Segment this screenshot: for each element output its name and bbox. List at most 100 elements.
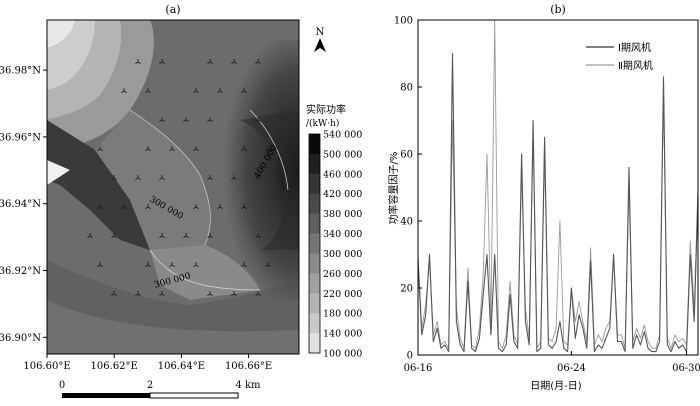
line-y-tick-label: 100: [394, 16, 413, 27]
turbine-icon: [255, 59, 261, 64]
colorbar-label: 180 000: [323, 309, 362, 320]
line-y-tick-label: 60: [400, 150, 413, 161]
colorbar-band: [309, 213, 320, 235]
turbine-icon: [241, 204, 247, 209]
turbine-icon: [111, 233, 117, 238]
colorbar-label: 500 000: [323, 149, 362, 160]
turbine-icon: [231, 59, 237, 64]
turbine-icon: [121, 204, 127, 209]
line-x-tick-label: 06-30: [672, 363, 700, 374]
turbine-icon: [159, 117, 165, 122]
colorbar: 540 000 500 000 460 000 420 000 380 000 340 0…: [308, 130, 362, 360]
line-y-tick-label: 80: [400, 83, 413, 94]
scale-tick-4km: 4 km: [235, 380, 261, 391]
plot-frame: [417, 19, 699, 356]
colorbar-label: 420 000: [323, 189, 362, 200]
north-label: N: [316, 27, 325, 38]
turbine-icon: [217, 204, 223, 209]
turbine-icon: [121, 88, 127, 93]
map-x-tick-label: 106.62°E: [91, 361, 138, 372]
colorbar-title-line2: /(kW·h): [306, 118, 339, 129]
colorbar-label: 340 000: [323, 229, 362, 240]
turbine-icon: [135, 291, 141, 296]
map-field: [47, 20, 299, 354]
turbine-icon: [111, 291, 117, 296]
turbine-icon: [169, 146, 175, 151]
panel-a-label: (a): [165, 3, 180, 16]
colorbar-label: 380 000: [323, 209, 362, 220]
turbine-icon: [135, 59, 141, 64]
turbine-icon: [217, 88, 223, 93]
colorbar-label: 300 000: [323, 249, 362, 260]
colorbar-band: [309, 153, 320, 175]
x-axis-label: 日期(月-日): [530, 380, 582, 392]
turbine-icon: [265, 262, 271, 267]
turbine-icon: [207, 117, 213, 122]
turbine-icon: [231, 291, 237, 296]
colorbar-band: [309, 253, 320, 274]
turbine-icon: [255, 233, 261, 238]
turbine-icon: [207, 291, 213, 296]
legend-label-series-2: Ⅱ期风机: [618, 59, 653, 72]
turbine-icon: [97, 262, 103, 267]
map-x-tick-label: 106.66°E: [225, 361, 272, 372]
map-x-tick-label: 106.64°E: [158, 361, 205, 372]
turbine-markers: [87, 59, 271, 296]
turbine-icon: [111, 175, 117, 180]
colorbar-label: 100 000: [323, 349, 362, 360]
turbine-icon: [145, 204, 151, 209]
colorbar-label: 540 000: [323, 130, 362, 141]
line-y-tick-label: 40: [400, 217, 413, 228]
turbine-icon: [145, 262, 151, 267]
turbine-icon: [159, 291, 165, 296]
turbine-icon: [193, 262, 199, 267]
turbine-icon: [159, 59, 165, 64]
turbine-icon: [169, 262, 175, 267]
colorbar-band: [309, 134, 320, 155]
north-arrow-icon: [314, 38, 326, 52]
line-y-tick-label: 0: [407, 351, 413, 362]
line-y-ticks: 0 20 40 60 80 100: [394, 16, 422, 362]
turbine-icon: [255, 117, 261, 122]
map-y-tick-label: 36.96°N: [0, 132, 41, 143]
map-y-tick-label: 36.98°N: [0, 66, 41, 77]
line-x-tick-label: 06-24: [557, 363, 586, 374]
line-x-tick-label: 06-16: [404, 363, 433, 374]
turbine-icon: [145, 88, 151, 93]
turbine-icon: [241, 146, 247, 151]
colorbar-frame: [308, 133, 321, 354]
turbine-icon: [207, 175, 213, 180]
turbine-icon: [97, 204, 103, 209]
turbine-icon: [193, 146, 199, 151]
colorbar-title-line1: 实际功率: [306, 103, 346, 116]
map-y-ticks: 36.98°N 36.96°N 36.94°N 36.92°N 36.90°N: [0, 66, 47, 344]
y-axis-label: 功率容量因子/%: [387, 152, 400, 225]
turbine-icon: [207, 233, 213, 238]
colorbar-label: 260 000: [323, 269, 362, 280]
colorbar-label: 220 000: [323, 289, 362, 300]
map-y-tick-label: 36.92°N: [0, 266, 41, 277]
legend-label-series-1: Ⅰ期风机: [618, 41, 651, 54]
map-y-tick-label: 36.90°N: [0, 333, 41, 344]
turbine-icon: [241, 262, 247, 267]
series-line-2: [418, 20, 698, 349]
colorbar-band: [309, 333, 320, 354]
turbine-icon: [183, 233, 189, 238]
colorbar-band: [309, 173, 320, 195]
turbine-icon: [145, 146, 151, 151]
map-x-tick-label: 106.60°E: [23, 361, 70, 372]
colorbar-band: [309, 313, 320, 334]
map-x-ticks: 106.60°E 106.62°E 106.64°E 106.66°E: [23, 354, 272, 372]
colorbar-label: 140 000: [323, 329, 362, 340]
line-y-tick-label: 20: [400, 284, 413, 295]
colorbar-band: [309, 233, 320, 254]
turbine-icon: [241, 88, 247, 93]
colorbar-band: [309, 193, 320, 215]
line-x-ticks: 06-16 06-24 06-30: [404, 351, 700, 374]
turbine-icon: [159, 175, 165, 180]
colorbar-label: 460 000: [323, 169, 362, 180]
turbine-icon: [255, 291, 261, 296]
scale-tick-0: 0: [59, 380, 65, 391]
turbine-icon: [159, 233, 165, 238]
